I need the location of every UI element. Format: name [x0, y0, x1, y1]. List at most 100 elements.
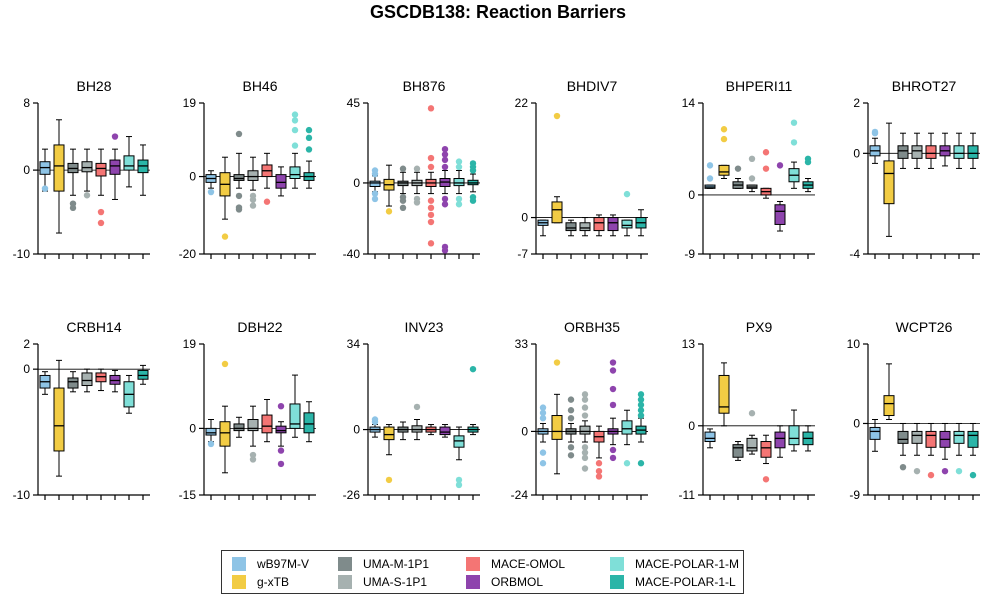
outlier-point [469, 365, 477, 373]
box-orbmol [607, 214, 619, 237]
box-wb97m-v [704, 162, 716, 189]
y-tick-label: 0 [23, 163, 30, 177]
iqr-box [953, 145, 965, 159]
box-g-xtb [53, 359, 65, 477]
legend-label: UMA-S-1P1 [363, 575, 428, 589]
legend-swatch [466, 575, 480, 589]
outlier-point [399, 197, 407, 204]
iqr-box [774, 431, 786, 449]
y-tick-label: -40 [343, 247, 361, 261]
box-mace-polar-1-m [621, 409, 633, 467]
box-mace-polar-1-m [453, 426, 465, 489]
subplot-title: BH876 [403, 78, 446, 94]
subplot-title: BH28 [76, 78, 111, 94]
box-orbmol [607, 359, 619, 462]
subplot-bhperi11: BHPERI11 14 0 -9 [682, 78, 815, 261]
box-g-xtb [883, 122, 895, 237]
iqr-box [607, 217, 619, 232]
outlier-point [609, 454, 617, 462]
outlier-point [427, 163, 435, 171]
box-mace-polar-1-m [953, 132, 965, 169]
iqr-box [123, 155, 135, 171]
outlier-point [427, 211, 435, 219]
outlier-point [291, 126, 299, 134]
box-g-xtb [718, 126, 730, 179]
box-mace-omol [425, 105, 437, 247]
outlier-point [871, 128, 879, 136]
iqr-box [67, 377, 79, 389]
figure-canvas: BH2880-10BH46190-20BH876450-40BHDIV7220-… [13, 78, 980, 502]
y-tick-label: -11 [679, 488, 696, 502]
outlier-point [748, 155, 756, 163]
iqr-box [911, 145, 923, 159]
iqr-box [911, 430, 923, 444]
outlier-point [595, 460, 603, 467]
subplot-title: ORBH35 [564, 319, 620, 335]
box-mace-polar-1-m [289, 111, 301, 189]
box-g-xtb [551, 359, 563, 475]
outlier-point [291, 117, 299, 124]
box-mace-polar-1-l [635, 209, 647, 237]
outlier-point [609, 367, 617, 374]
outlier-point [305, 146, 313, 153]
outlier-point [567, 396, 575, 403]
box-uma-m-1p1 [732, 441, 744, 461]
outlier-point [913, 467, 921, 475]
box-orbmol [774, 425, 786, 458]
outlier-point [41, 185, 49, 192]
outlier-point [637, 391, 645, 398]
y-tick-label: -9 [684, 247, 695, 261]
box-mace-polar-1-l [802, 425, 814, 452]
outlier-point [97, 219, 105, 227]
outlier-point [249, 456, 257, 463]
legend: wB97M-V g-xTB UMA-M-1P1 UMA-S-1P1 MACE-OMOL O… [221, 550, 744, 594]
subplot-bhdiv7: BHDIV7 22 0 -7 [515, 78, 648, 261]
outlier-point [413, 165, 421, 172]
outlier-point [235, 206, 243, 213]
y-tick-label: 0 [521, 211, 528, 225]
box-wb97m-v [39, 148, 51, 192]
outlier-point [567, 414, 575, 422]
iqr-box [551, 201, 563, 224]
y-tick-label: 19 [183, 96, 197, 110]
outlier-point [291, 142, 299, 149]
iqr-box [925, 430, 937, 448]
box-uma-m-1p1 [67, 371, 79, 393]
subplot-crbh14: CRBH14 2 0 -10 [13, 319, 150, 502]
outlier-point [955, 467, 963, 475]
outlier-point [371, 167, 379, 174]
outlier-point [539, 409, 547, 417]
outlier-point [277, 447, 285, 454]
box-mace-polar-1-m [788, 119, 800, 189]
y-tick-label: 0 [353, 423, 360, 437]
legend-swatch [610, 557, 624, 571]
iqr-box [718, 164, 730, 176]
y-tick-label: 45 [347, 96, 361, 110]
outlier-point [581, 449, 589, 456]
outlier-point [637, 401, 645, 409]
outlier-point [927, 471, 935, 479]
outlier-point [441, 247, 449, 254]
outlier-point [385, 476, 393, 484]
box-g-xtb [219, 360, 231, 474]
outlier-point [762, 165, 770, 172]
iqr-box [883, 160, 895, 205]
legend-label: MACE-POLAR-1-L [635, 575, 736, 589]
y-tick-label: -24 [511, 488, 529, 502]
y-tick-label: 0 [353, 176, 360, 190]
iqr-box [81, 372, 93, 387]
y-tick-label: 10 [847, 337, 861, 351]
y-tick-label: 0 [23, 362, 30, 376]
box-mace-polar-1-m [123, 136, 135, 188]
box-uma-m-1p1 [565, 396, 577, 459]
y-tick-label: 8 [23, 96, 30, 110]
outlier-point [207, 188, 215, 196]
outlier-point [427, 218, 435, 226]
legend-label: MACE-POLAR-1-M [635, 557, 740, 571]
outlier-point [455, 481, 463, 489]
box-uma-s-1p1 [81, 148, 93, 199]
box-mace-omol [760, 149, 772, 199]
outlier-point [623, 190, 631, 198]
outlier-point [441, 195, 449, 203]
y-tick-label: 0 [189, 421, 196, 435]
